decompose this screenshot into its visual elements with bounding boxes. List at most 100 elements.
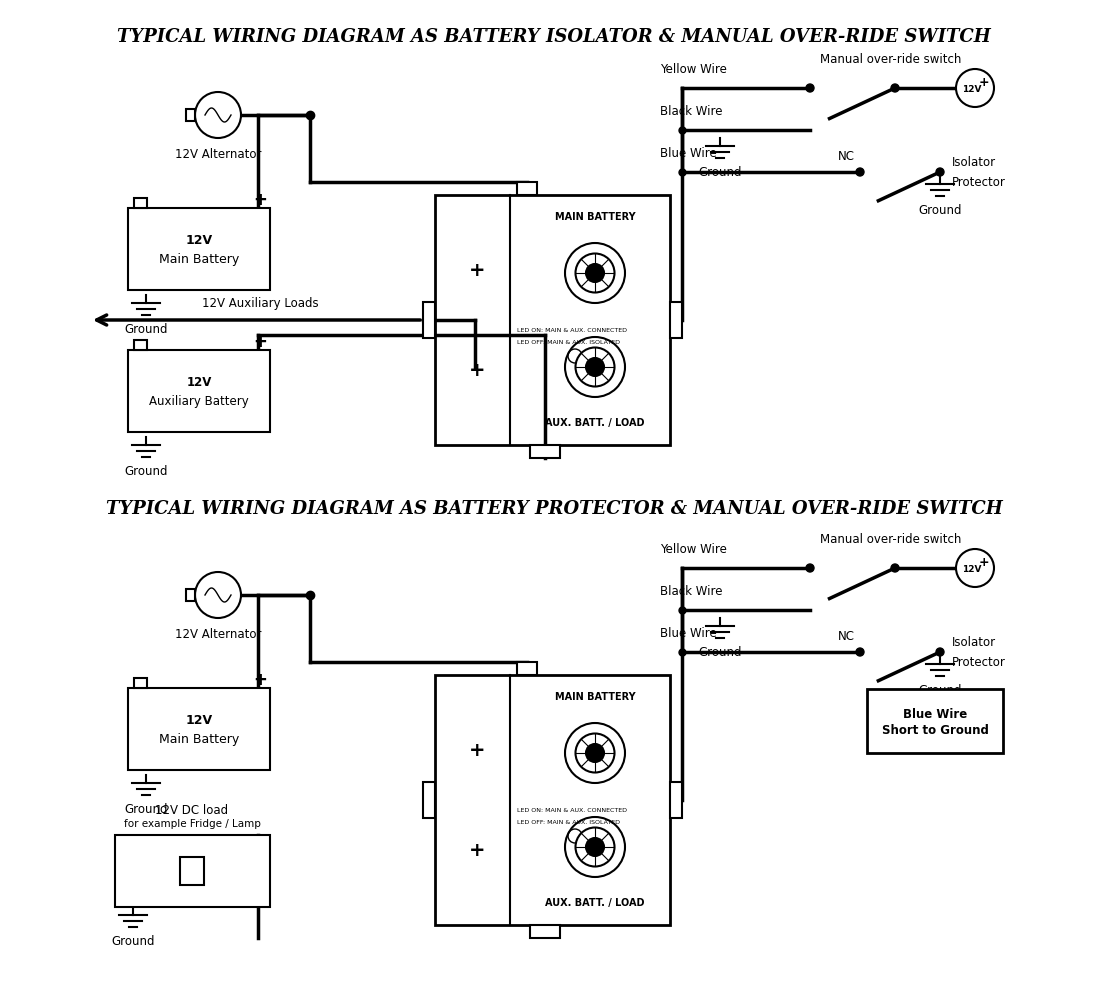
Circle shape xyxy=(936,168,944,176)
Circle shape xyxy=(806,564,814,572)
Text: LED ON: MAIN & AUX. CONNECTED: LED ON: MAIN & AUX. CONNECTED xyxy=(517,327,627,332)
Circle shape xyxy=(586,358,604,376)
Text: +: + xyxy=(469,841,486,860)
Bar xyxy=(423,782,435,818)
Text: Ground: Ground xyxy=(918,684,962,697)
Text: Yellow Wire: Yellow Wire xyxy=(660,63,726,76)
Text: TYPICAL WIRING DIAGRAM AS BATTERY PROTECTOR & MANUAL OVER-RIDE SWITCH: TYPICAL WIRING DIAGRAM AS BATTERY PROTEC… xyxy=(105,500,1003,518)
Bar xyxy=(670,782,682,818)
Text: +: + xyxy=(469,741,486,760)
Circle shape xyxy=(586,264,604,282)
Text: 12V Auxiliary Loads: 12V Auxiliary Loads xyxy=(202,297,318,310)
Circle shape xyxy=(576,734,614,773)
Text: Manual over-ride switch: Manual over-ride switch xyxy=(820,53,962,66)
Circle shape xyxy=(891,564,899,572)
Circle shape xyxy=(576,828,614,867)
Text: 12V DC load: 12V DC load xyxy=(155,804,228,817)
Text: MAIN BATTERY: MAIN BATTERY xyxy=(554,212,635,222)
Text: Black Wire: Black Wire xyxy=(660,585,722,598)
Bar xyxy=(128,350,269,432)
Text: Manual over-ride switch: Manual over-ride switch xyxy=(820,533,962,546)
Text: Black Wire: Black Wire xyxy=(660,105,722,118)
Circle shape xyxy=(564,817,625,877)
Text: +: + xyxy=(978,556,989,569)
Bar xyxy=(134,340,147,350)
Text: NC: NC xyxy=(838,150,855,163)
Text: NC: NC xyxy=(838,631,855,644)
Text: +: + xyxy=(469,360,486,379)
Text: Main Battery: Main Battery xyxy=(159,733,240,746)
Circle shape xyxy=(564,723,625,783)
FancyBboxPatch shape xyxy=(867,689,1003,753)
Circle shape xyxy=(576,347,614,386)
Text: 12V Alternator: 12V Alternator xyxy=(175,628,262,641)
Circle shape xyxy=(856,648,864,656)
Circle shape xyxy=(806,84,814,92)
Text: 12V: 12V xyxy=(963,84,981,93)
Circle shape xyxy=(891,84,899,92)
Circle shape xyxy=(564,337,625,397)
Text: Protector: Protector xyxy=(952,175,1006,188)
Text: Isolator: Isolator xyxy=(952,636,996,649)
Text: TYPICAL WIRING DIAGRAM AS BATTERY ISOLATOR & MANUAL OVER-RIDE SWITCH: TYPICAL WIRING DIAGRAM AS BATTERY ISOLAT… xyxy=(118,28,990,46)
Text: AUX. BATT. / LOAD: AUX. BATT. / LOAD xyxy=(546,418,644,428)
Text: Blue Wire: Blue Wire xyxy=(903,708,967,721)
Text: 12V Alternator: 12V Alternator xyxy=(175,148,262,161)
Text: 12V: 12V xyxy=(186,376,212,389)
Bar xyxy=(423,302,435,338)
Text: Isolator: Isolator xyxy=(952,155,996,168)
Text: for example Fridge / Lamp: for example Fridge / Lamp xyxy=(123,819,261,829)
Circle shape xyxy=(856,168,864,176)
Bar xyxy=(517,182,537,195)
Text: Ground: Ground xyxy=(124,323,167,336)
Text: Ground: Ground xyxy=(124,803,167,816)
Circle shape xyxy=(564,243,625,303)
Circle shape xyxy=(586,744,604,762)
Circle shape xyxy=(956,549,994,587)
Text: 12V: 12V xyxy=(185,234,213,247)
Circle shape xyxy=(956,69,994,107)
Text: Short to Ground: Short to Ground xyxy=(882,724,988,737)
Bar xyxy=(530,445,560,458)
Bar xyxy=(115,835,269,907)
Bar xyxy=(435,195,670,445)
Text: +: + xyxy=(253,671,267,689)
Text: Ground: Ground xyxy=(918,204,962,217)
Text: 12V: 12V xyxy=(963,565,981,574)
Text: Auxiliary Battery: Auxiliary Battery xyxy=(149,394,248,407)
Bar xyxy=(530,925,560,938)
Bar xyxy=(128,688,269,770)
Text: +: + xyxy=(253,191,267,209)
Bar xyxy=(134,198,147,208)
Circle shape xyxy=(586,838,604,856)
Bar xyxy=(180,857,204,885)
Text: LED ON: MAIN & AUX. CONNECTED: LED ON: MAIN & AUX. CONNECTED xyxy=(517,808,627,813)
Bar xyxy=(670,302,682,338)
Text: Main Battery: Main Battery xyxy=(159,252,240,265)
Text: +: + xyxy=(253,333,267,351)
Circle shape xyxy=(936,648,944,656)
Text: MAIN BATTERY: MAIN BATTERY xyxy=(554,692,635,702)
Text: 12V: 12V xyxy=(185,715,213,728)
Text: Ground: Ground xyxy=(111,935,155,948)
Bar xyxy=(134,678,147,688)
Circle shape xyxy=(195,92,241,138)
Circle shape xyxy=(195,572,241,618)
Text: +: + xyxy=(978,75,989,88)
Text: Blue Wire: Blue Wire xyxy=(660,627,716,640)
Text: LED OFF: MAIN & AUX. ISOLATED: LED OFF: MAIN & AUX. ISOLATED xyxy=(517,820,620,825)
Bar xyxy=(186,109,195,121)
Text: Ground: Ground xyxy=(699,166,742,179)
Text: Yellow Wire: Yellow Wire xyxy=(660,543,726,556)
Text: +: + xyxy=(469,260,486,279)
Text: AUX. BATT. / LOAD: AUX. BATT. / LOAD xyxy=(546,898,644,908)
Circle shape xyxy=(576,253,614,292)
Bar xyxy=(128,208,269,290)
Text: Blue Wire: Blue Wire xyxy=(660,147,716,160)
Text: LED OFF: MAIN & AUX. ISOLATED: LED OFF: MAIN & AUX. ISOLATED xyxy=(517,339,620,344)
Bar xyxy=(186,589,195,601)
Bar xyxy=(435,675,670,925)
Bar xyxy=(517,662,537,675)
Text: Protector: Protector xyxy=(952,656,1006,669)
Text: Ground: Ground xyxy=(699,646,742,659)
